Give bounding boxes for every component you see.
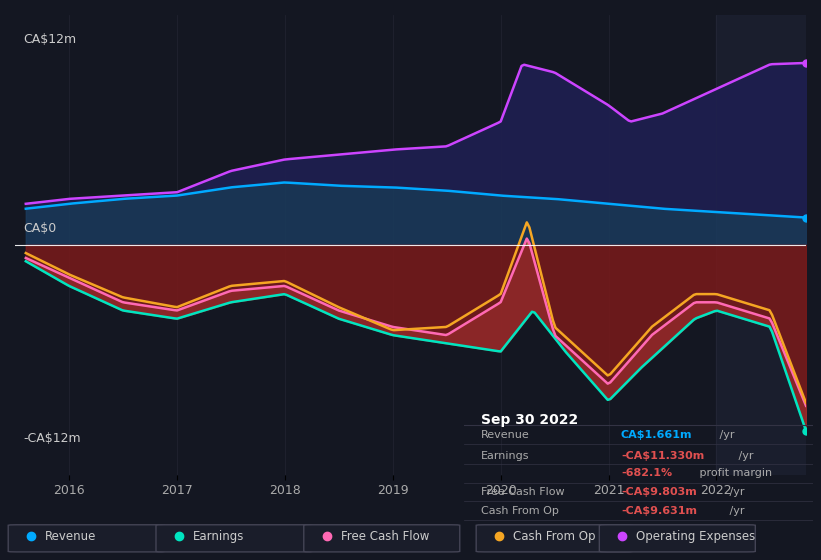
Text: Earnings: Earnings [481,451,530,461]
Text: /yr: /yr [726,525,744,535]
Text: -CA$11.330m: -CA$11.330m [621,451,704,461]
Text: Operating Expenses: Operating Expenses [481,525,594,535]
Text: -CA$9.631m: -CA$9.631m [621,506,697,516]
Text: /yr: /yr [716,430,734,440]
Text: Sep 30 2022: Sep 30 2022 [481,413,579,427]
Text: Operating Expenses: Operating Expenses [636,530,755,543]
Text: /yr: /yr [726,506,744,516]
Text: CA$12m: CA$12m [23,34,76,46]
Text: -682.1%: -682.1% [621,468,672,478]
FancyBboxPatch shape [304,525,460,552]
Text: Free Cash Flow: Free Cash Flow [341,530,429,543]
Text: CA$11.079m: CA$11.079m [621,525,699,535]
Text: /yr: /yr [736,451,754,461]
Text: CA$0: CA$0 [23,222,56,235]
Bar [717,15,806,475]
Text: profit margin: profit margin [696,468,773,478]
FancyBboxPatch shape [8,525,164,552]
Text: -CA$12m: -CA$12m [23,432,80,445]
Text: /yr: /yr [726,487,744,497]
Text: Revenue: Revenue [481,430,530,440]
Text: Cash From Op: Cash From Op [481,506,559,516]
Text: Free Cash Flow: Free Cash Flow [481,487,565,497]
FancyBboxPatch shape [476,525,632,552]
Text: Earnings: Earnings [193,530,245,543]
Text: Revenue: Revenue [45,530,97,543]
Text: Cash From Op: Cash From Op [513,530,595,543]
FancyBboxPatch shape [156,525,312,552]
Text: CA$1.661m: CA$1.661m [621,430,692,440]
FancyBboxPatch shape [599,525,755,552]
Text: -CA$9.803m: -CA$9.803m [621,487,697,497]
